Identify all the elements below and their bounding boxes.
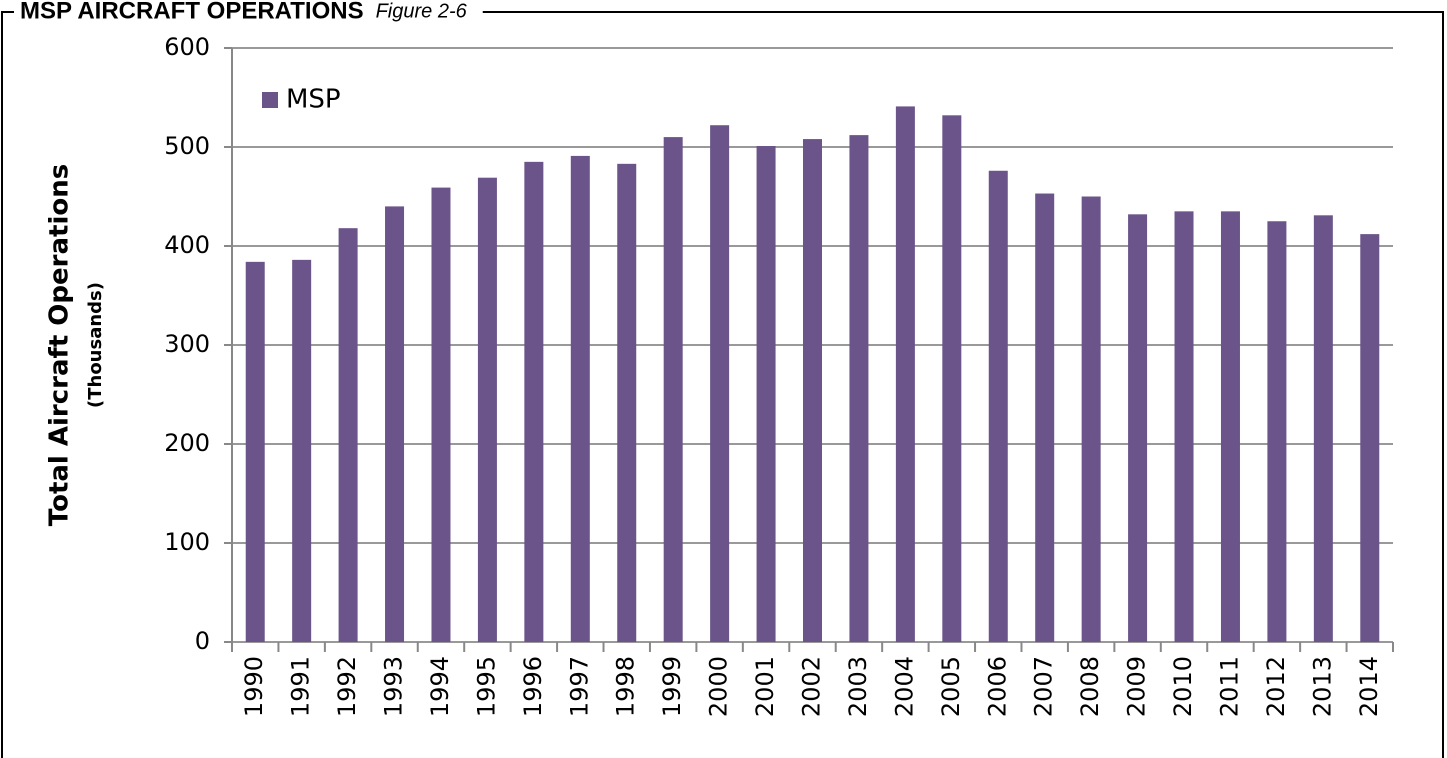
- bar: [803, 139, 822, 642]
- x-tick-label: 2000: [705, 656, 733, 717]
- x-tick-label: 2013: [1308, 656, 1336, 717]
- frame: [1, 11, 1444, 758]
- bar: [663, 137, 683, 642]
- y-tick-label: 600: [164, 33, 210, 61]
- x-tick-label: 2003: [844, 656, 872, 717]
- bar: [385, 206, 405, 642]
- x-tick-label: 2007: [1030, 656, 1058, 717]
- x-tick-label: 1990: [240, 656, 268, 717]
- title-background: [14, 0, 483, 24]
- legend-swatch: [262, 92, 278, 108]
- bar: [988, 170, 1008, 642]
- chart-subtitle: Figure 2-6: [376, 0, 468, 22]
- x-tick-label: 2006: [983, 656, 1011, 717]
- x-tick-label: 2002: [798, 656, 826, 717]
- x-tick-label: 1996: [519, 656, 547, 717]
- y-tick-label: 400: [164, 231, 210, 259]
- x-tick-label: 2010: [1169, 656, 1197, 717]
- x-tick-label: 1997: [565, 656, 593, 717]
- bar: [1128, 214, 1148, 642]
- x-tick-label: 1992: [333, 656, 361, 717]
- bar: [1220, 211, 1240, 642]
- chart-title: MSP AIRCRAFT OPERATIONS: [20, 0, 364, 24]
- y-tick-label: 200: [164, 429, 210, 457]
- x-tick-label: 2008: [1076, 656, 1104, 717]
- bar: [756, 146, 776, 642]
- bar: [1313, 215, 1333, 642]
- bar: [1035, 193, 1055, 642]
- bar: [1174, 211, 1194, 642]
- bar: [710, 125, 730, 643]
- y-tick-label: 500: [164, 132, 210, 160]
- x-tick-label: 2014: [1355, 656, 1383, 717]
- bar: [431, 187, 451, 642]
- x-tick-label: 2009: [1123, 656, 1151, 717]
- y-tick-label: 0: [195, 627, 210, 655]
- bar: [292, 259, 312, 642]
- x-tick-label: 2004: [890, 656, 918, 717]
- bar: [245, 261, 265, 642]
- x-tick-label: 2005: [937, 656, 965, 717]
- x-tick-label: 2011: [1215, 656, 1243, 717]
- x-tick-label: 2012: [1262, 656, 1290, 717]
- bar: [617, 163, 637, 642]
- y-axis-units: (Thousands): [85, 282, 106, 408]
- y-tick-label: 100: [164, 528, 210, 556]
- bar: [1360, 234, 1380, 642]
- bar: [1081, 196, 1101, 642]
- bar: [849, 135, 869, 642]
- y-tick-label: 300: [164, 330, 210, 358]
- bar: [1267, 221, 1287, 642]
- x-tick-label: 1995: [472, 656, 500, 717]
- bar: [477, 177, 497, 642]
- x-tick-label: 1998: [612, 656, 640, 717]
- x-tick-label: 2001: [751, 656, 779, 717]
- bar: [524, 161, 544, 642]
- x-tick-label: 1999: [658, 656, 686, 717]
- bar: [895, 106, 915, 642]
- legend-label: MSP: [286, 85, 341, 115]
- y-axis-label: Total Aircraft Operations: [45, 164, 75, 526]
- bar: [942, 115, 962, 642]
- bar: [570, 155, 590, 642]
- bar: [338, 228, 358, 642]
- x-tick-label: 1994: [426, 656, 454, 717]
- x-tick-label: 1991: [287, 656, 315, 717]
- x-tick-label: 1993: [380, 656, 408, 717]
